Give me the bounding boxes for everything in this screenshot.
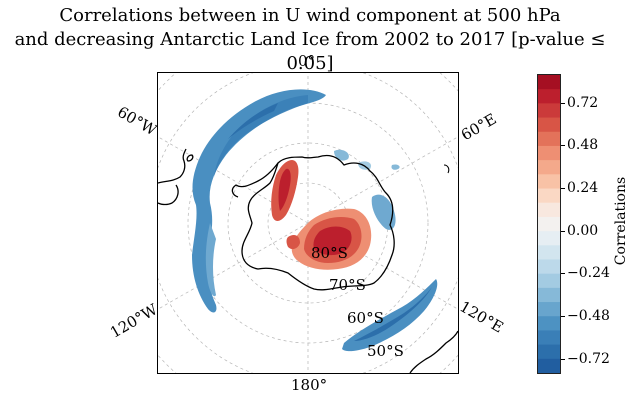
colorbar-band: [538, 160, 560, 175]
colorbar: [537, 74, 561, 374]
lat-label-50s: 50°S: [367, 342, 404, 360]
lon-label-180: 180°: [291, 376, 328, 394]
negative-correlation-west-arc: [192, 89, 326, 313]
lon-label-60w: 60°W: [114, 102, 160, 140]
colorbar-label-text: Correlations: [613, 176, 629, 266]
colorbar-band: [538, 103, 560, 119]
colorbar-band: [538, 259, 560, 275]
grid-lon-120w: [158, 222, 309, 310]
colorbar-band: [538, 89, 560, 104]
colorbar-band: [538, 131, 560, 147]
colorbar-band: [538, 302, 560, 317]
negative-correlation-southeast-band: [342, 279, 438, 352]
colorbar-tick-mark: [561, 145, 565, 146]
colorbar-band: [538, 202, 560, 218]
colorbar-band: [538, 174, 560, 190]
colorbar-band: [538, 75, 560, 90]
colorbar-tick-label: 0.24: [567, 180, 599, 196]
colorbar-tick-label: 0.48: [567, 137, 599, 153]
colorbar-band: [538, 358, 560, 373]
colorbar-band: [538, 287, 560, 303]
antarctica-coastline: [231, 154, 395, 291]
lat-label-60s: 60°S: [347, 309, 384, 327]
colorbar-band: [538, 117, 560, 133]
polar-map: [157, 72, 459, 374]
colorbar-band: [538, 216, 560, 232]
lat-label-70s: 70°S: [329, 276, 366, 294]
colorbar-band: [538, 145, 560, 161]
positive-correlation-peninsula: [271, 159, 299, 221]
colorbar-tick-label: −0.48: [567, 308, 610, 324]
colorbar-band: [538, 245, 560, 261]
colorbar-tick-mark: [561, 231, 565, 232]
lon-label-0: 0°: [298, 52, 316, 70]
colorbar-tick-label: 0.00: [567, 223, 599, 239]
nz-coastline: [443, 164, 450, 174]
lon-label-60e: 60°E: [458, 109, 500, 145]
lon-label-120e: 120°E: [456, 297, 507, 337]
colorbar-tick-label: −0.24: [567, 265, 610, 281]
chart-title: Correlations between in U wind component…: [0, 4, 620, 76]
colorbar-band: [538, 316, 560, 332]
map-svg: [158, 73, 458, 373]
australia-coastline: [409, 330, 458, 373]
colorbar-tick-mark: [561, 316, 565, 317]
lat-label-80s: 80°S: [311, 244, 348, 262]
colorbar-band: [538, 188, 560, 204]
title-line-1: Correlations between in U wind component…: [59, 5, 561, 26]
colorbar-tick-mark: [561, 359, 565, 360]
colorbar-band: [538, 231, 560, 246]
positive-correlation-central: [286, 208, 372, 270]
title-line-2: and decreasing Antarctic Land Ice from 2…: [14, 29, 606, 74]
colorbar-tick-mark: [561, 103, 565, 104]
south-america-coastline: [158, 148, 194, 206]
colorbar-gradient: [538, 75, 560, 373]
lon-label-120w: 120°W: [106, 300, 161, 342]
colorbar-band: [538, 344, 560, 360]
colorbar-tick-label: 0.72: [567, 95, 599, 111]
colorbar-band: [538, 330, 560, 346]
colorbar-tick-mark: [561, 273, 565, 274]
colorbar-band: [538, 273, 560, 289]
colorbar-tick-label: −0.72: [567, 351, 610, 367]
colorbar-tick-mark: [561, 188, 565, 189]
